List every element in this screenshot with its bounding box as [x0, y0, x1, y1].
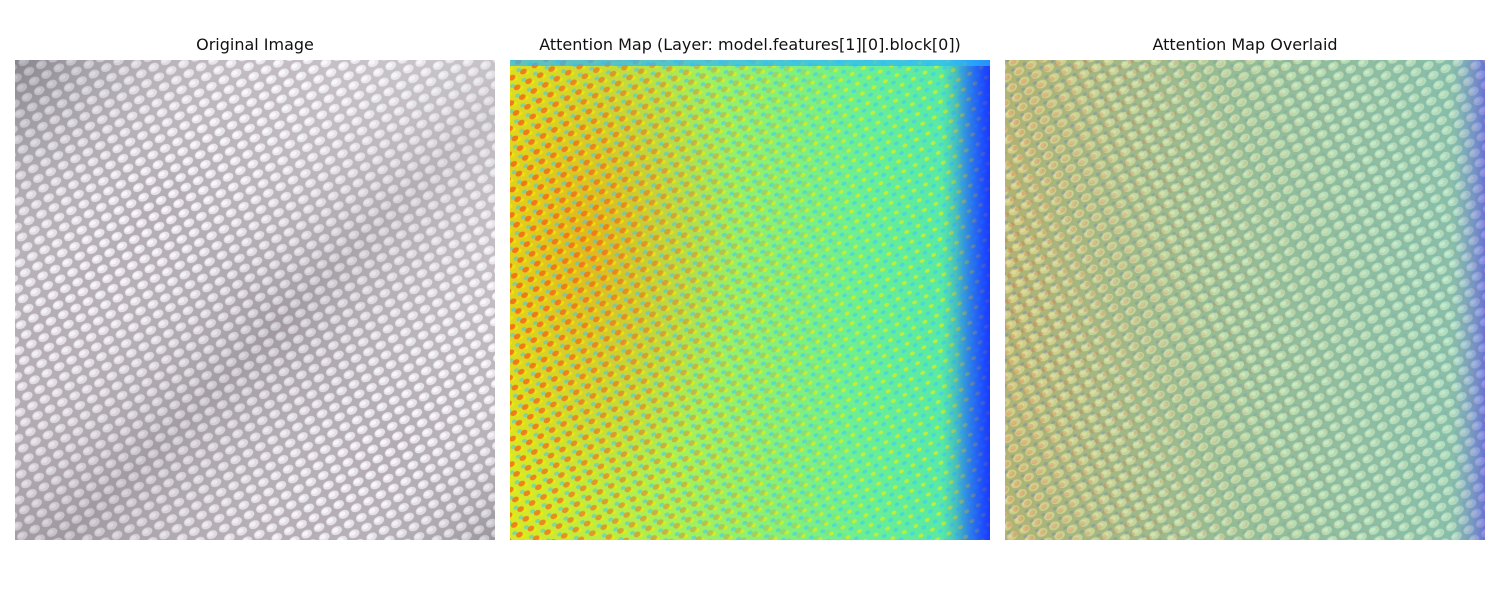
overlay-image [1005, 60, 1485, 540]
panel-title-overlay: Attention Map Overlaid [1152, 35, 1338, 54]
attention-map-image [510, 60, 990, 540]
original-image [15, 60, 495, 540]
panel-title-original: Original Image [196, 35, 314, 54]
panel-title-attention: Attention Map (Layer: model.features[1][… [539, 35, 961, 54]
